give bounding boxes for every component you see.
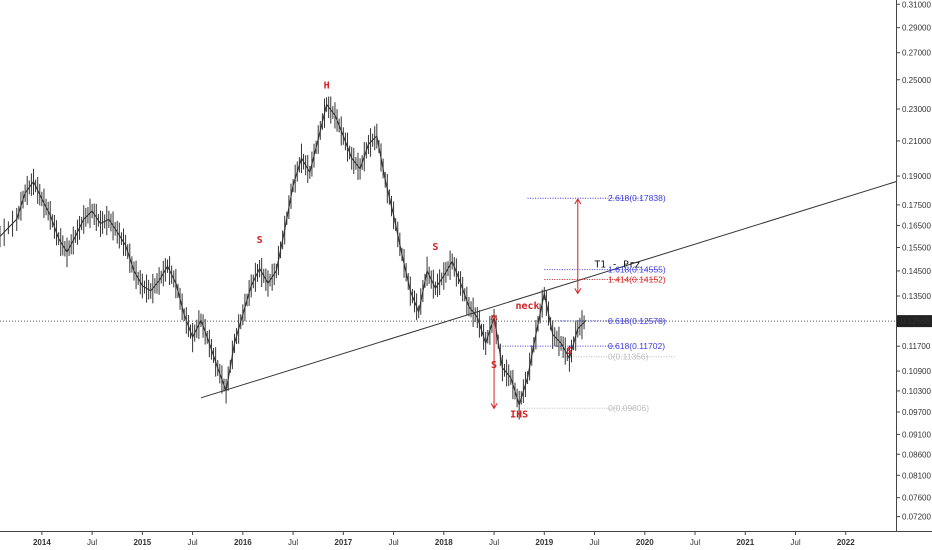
x-tick-label: Jul — [690, 538, 700, 547]
x-tick-label: Jul — [489, 538, 499, 547]
fib-level-label: 0(0.11356) — [608, 352, 649, 362]
fib-level-label: 2.618(0.17838) — [608, 193, 666, 203]
arrow-tail — [574, 288, 582, 295]
x-tick-label: 2018 — [435, 538, 453, 547]
y-tick-label: 0.10900 — [902, 367, 931, 376]
arrow-head — [574, 197, 582, 205]
pattern-label: S — [491, 360, 497, 371]
y-tick-label: 0.07600 — [902, 494, 931, 503]
x-tick-label: 2020 — [636, 538, 654, 547]
last-price-tag — [897, 315, 932, 328]
trendline[interactable] — [200, 181, 897, 399]
y-tick-label: 0.19000 — [902, 172, 931, 181]
price-axis[interactable]: 0.31000 0.29000 0.27000 0.25000 0.23000 0.210… — [896, 0, 931, 522]
y-tick-label: 0.31000 — [902, 0, 931, 9]
trendline-layer — [200, 181, 897, 399]
x-tick-label: Jul — [589, 538, 599, 547]
x-tick-label: 2015 — [133, 538, 151, 547]
y-tick-label: 0.09700 — [902, 408, 931, 417]
y-tick-label: 0.17500 — [902, 201, 931, 210]
pattern-label: S — [566, 346, 572, 357]
y-tick-label: 0.25000 — [902, 76, 931, 85]
y-tick-label: 0.11700 — [902, 342, 931, 351]
pattern-label: neck — [516, 301, 540, 312]
pattern-label: H — [324, 80, 330, 91]
x-tick-label: Jul — [87, 538, 97, 547]
x-tick-label: 2021 — [736, 538, 754, 547]
y-tick-label: 0.29000 — [902, 24, 931, 33]
x-tick-label: Jul — [790, 538, 800, 547]
y-tick-label: 0.10300 — [902, 387, 931, 396]
y-tick-label: 0.21000 — [902, 137, 931, 146]
last-price-layer: 0.12568 — [897, 315, 932, 328]
arrow-tail — [490, 313, 498, 320]
y-tick-label: 0.13500 — [902, 292, 931, 301]
y-tick-label: 0.07200 — [902, 513, 931, 522]
arrows-layer — [490, 197, 582, 410]
note-label: T1 - Prz — [595, 259, 641, 270]
time-axis[interactable]: 2014 Jul 2015 Jul 2016 Jul 2017 Jul 2018 Jul 2019 J… — [33, 531, 855, 547]
price-series-layer — [0, 96, 896, 420]
fib-level-label: 0.618(0.11702) — [608, 341, 665, 351]
fib-level-label: 1.414(0.14152) — [608, 274, 666, 284]
last-price-label: 0.12568 — [901, 317, 930, 326]
arrow-head — [490, 403, 498, 410]
x-tick-label: Jul — [388, 538, 398, 547]
y-tick-label: 0.16500 — [902, 222, 931, 231]
pattern-label: IHS — [510, 409, 528, 420]
y-tick-label: 0.09100 — [902, 430, 931, 439]
x-tick-label: 2019 — [535, 538, 553, 547]
x-tick-label: 2016 — [234, 538, 252, 547]
fib-level-label: 1.618(0.14555) — [608, 265, 666, 275]
x-tick-label: 2022 — [837, 538, 855, 547]
x-tick-label: 2014 — [33, 538, 51, 547]
y-tick-label: 0.15500 — [902, 244, 931, 253]
x-tick-label: Jul — [288, 538, 298, 547]
y-tick-label: 0.23000 — [902, 105, 931, 114]
pattern-label: S — [432, 242, 438, 253]
y-tick-label: 0.27000 — [902, 49, 931, 58]
x-tick-label: 2017 — [334, 538, 352, 547]
pattern-label: S — [257, 235, 263, 246]
x-tick-label: Jul — [187, 538, 197, 547]
y-tick-label: 0.08600 — [902, 450, 931, 459]
y-tick-label: 0.14500 — [902, 267, 931, 276]
y-tick-label: 0.08100 — [902, 471, 931, 480]
fib-level-label: 0(0.09806) — [608, 403, 649, 413]
